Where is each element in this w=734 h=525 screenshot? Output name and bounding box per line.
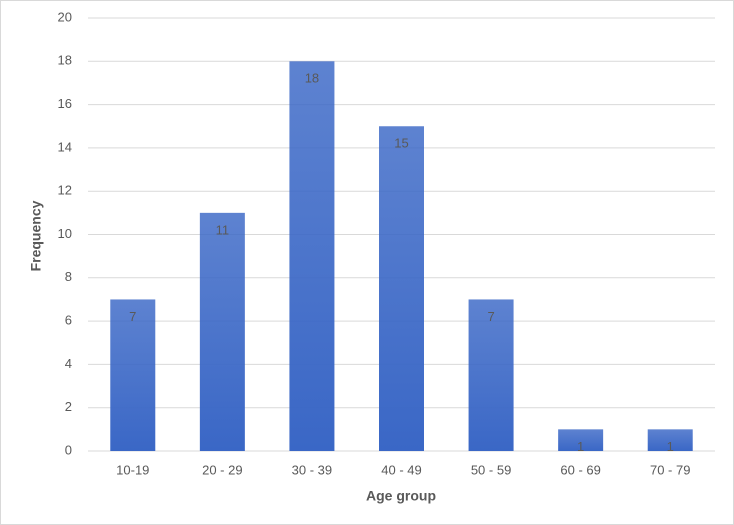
y-axis-title: Frequency (28, 200, 44, 271)
y-tick-label: 4 (65, 356, 72, 371)
x-tick-label: 60 - 69 (560, 462, 600, 477)
bar (558, 429, 604, 451)
data-label: 1 (577, 439, 584, 454)
y-tick-label: 10 (58, 226, 72, 241)
bar (647, 429, 693, 451)
x-tick-label: 30 - 39 (292, 462, 332, 477)
y-tick-label: 8 (65, 269, 72, 284)
x-tick-label: 10-19 (116, 462, 149, 477)
bar (379, 126, 424, 451)
bar (468, 299, 514, 451)
data-label: 15 (394, 136, 408, 151)
x-tick-label: 20 - 29 (202, 462, 242, 477)
y-tick-label: 18 (58, 53, 72, 68)
bar (289, 61, 335, 452)
y-tick-label: 20 (58, 9, 72, 24)
data-label: 7 (487, 309, 494, 324)
data-label: 11 (216, 222, 230, 237)
x-tick-label: 50 - 59 (471, 462, 511, 477)
y-tick-label: 2 (65, 399, 72, 414)
y-tick-label: 6 (65, 313, 72, 328)
x-tick-label: 40 - 49 (381, 462, 421, 477)
data-label: 1 (667, 439, 674, 454)
x-tick-label: 70 - 79 (650, 462, 690, 477)
y-tick-label: 16 (58, 96, 72, 111)
y-tick-label: 0 (65, 442, 72, 457)
bar (199, 212, 245, 451)
y-tick-label: 14 (58, 139, 72, 154)
x-axis-title: Age group (366, 488, 436, 504)
bar (110, 299, 156, 451)
y-tick-label: 12 (58, 183, 72, 198)
data-label: 7 (129, 309, 136, 324)
data-label: 18 (305, 71, 319, 86)
